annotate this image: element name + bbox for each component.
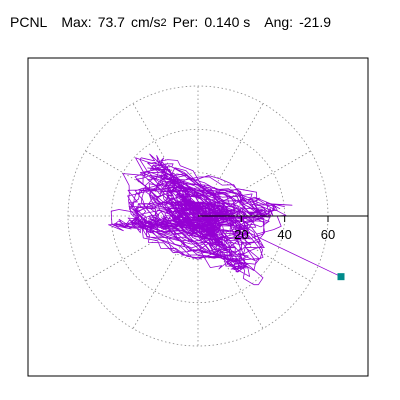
- component-label: PCNL: [10, 14, 48, 30]
- max-unit: cm/s: [130, 14, 161, 30]
- grid-spoke-30: [197, 150, 311, 217]
- orbit-trace: [108, 153, 342, 286]
- grid-spoke-240: [132, 215, 199, 329]
- plot-frame: [27, 57, 369, 377]
- radial-tick-label: 60: [321, 227, 335, 242]
- angle-label: Ang:: [264, 14, 294, 30]
- max-unit-exponent: 2: [160, 17, 167, 29]
- radial-tick-label: 20: [234, 227, 248, 242]
- period-value: 0.140 s: [204, 14, 251, 30]
- period-label: Per:: [172, 14, 199, 30]
- radial-axis: 20 40 60: [198, 215, 368, 242]
- end-marker-group: [337, 273, 345, 281]
- max-value: 73.7: [97, 14, 125, 30]
- grid-spoke-60: [197, 103, 264, 217]
- response-header: PCNL Max: 73.7 cm/s 2 Per: 0.140 s Ang: -…: [10, 14, 331, 30]
- radial-tick-label: 40: [277, 227, 291, 242]
- end-marker: [337, 273, 345, 281]
- angle-value: -21.9: [299, 14, 331, 30]
- grid-spoke-210: [85, 215, 199, 282]
- max-label: Max:: [61, 14, 92, 30]
- grid-spoke-330: [197, 215, 311, 282]
- orbit-trace-path: [108, 153, 342, 286]
- grid-spoke-300: [197, 215, 264, 329]
